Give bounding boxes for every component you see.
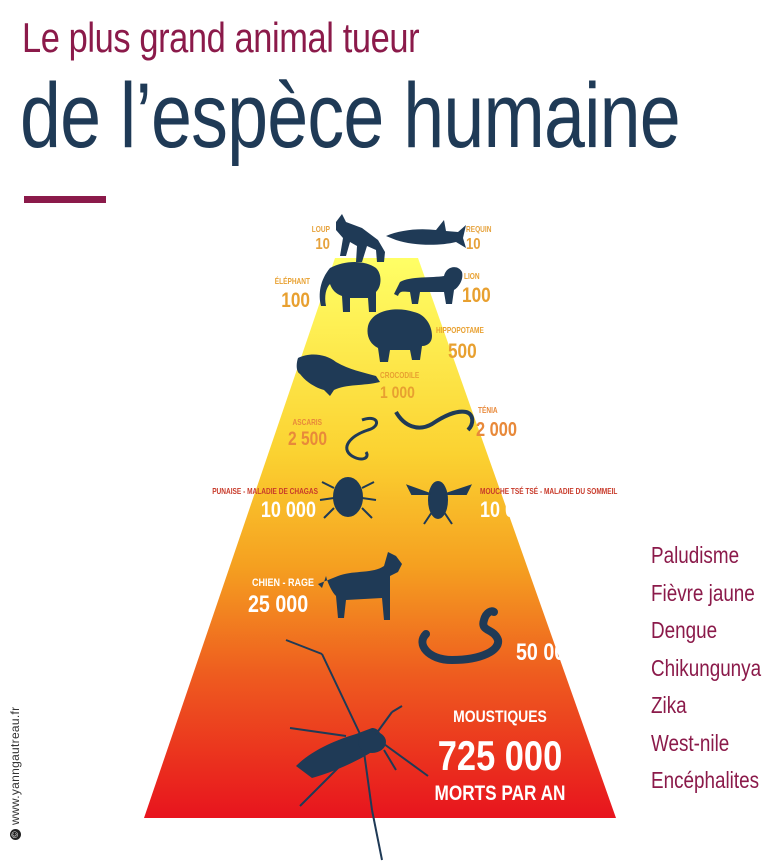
copyright-icon: ©: [10, 829, 22, 840]
credit-text: www.yanngautreau.fr: [8, 706, 22, 825]
data-label-name: ASCARIS: [293, 417, 323, 427]
mosquito-icon: [285, 639, 429, 861]
wolf-icon: [336, 214, 385, 262]
data-label-name: CROCODILE: [380, 370, 419, 380]
lion-icon: [394, 267, 463, 304]
title-line-1: Le plus grand animal tueur: [22, 14, 420, 61]
data-label-value: 100: [281, 290, 310, 313]
disease-item: Fièvre jaune: [651, 579, 755, 606]
data-label-name: LOUP: [312, 224, 330, 234]
data-label-name: LION: [464, 271, 480, 281]
fly-icon: [405, 481, 472, 525]
tapeworm-icon: [394, 409, 475, 432]
disease-item: Dengue: [651, 617, 718, 643]
disease-item: Encéphalites: [651, 767, 759, 793]
title-underline: [24, 196, 106, 203]
data-label-name: SERPENT: [560, 625, 603, 637]
data-label-value: 100: [462, 285, 491, 308]
data-label-name: MOUCHE TSÉ TSÉ - MALADIE DU SOMMEIL: [480, 486, 618, 496]
title-line-2: de l’espèce humaine: [20, 65, 681, 167]
data-label-value: 25 000: [248, 590, 308, 617]
disease-item: Paludisme: [651, 542, 740, 568]
disease-item: Zika: [651, 692, 687, 718]
data-label-value: 10 000: [261, 498, 316, 522]
worm-icon: [345, 416, 378, 461]
credit: © www.yanngautreau.fr: [8, 707, 22, 840]
data-label-value: 1 000: [380, 384, 415, 403]
elephant-icon: [319, 262, 381, 312]
data-label-name: MOUSTIQUES: [453, 708, 547, 727]
data-label-name: PUNAISE - MALADIE DE CHAGAS: [212, 486, 318, 496]
data-label-value: 50 000: [516, 638, 576, 665]
hippo-icon: [367, 309, 432, 362]
data-label-name: ÉLÉPHANT: [275, 276, 311, 286]
data-label-value: 10: [315, 236, 330, 253]
data-label-unit: MORTS PAR AN: [435, 783, 566, 806]
disease-list: Paludisme Fièvre jaune Dengue Chikungunya Zi…: [651, 537, 779, 800]
data-label-name: REQUIN: [466, 224, 491, 234]
bug-icon: [319, 477, 377, 519]
data-label-value: 10: [466, 236, 481, 253]
data-label-value: 2 500: [288, 428, 327, 450]
disease-item: West-nile: [651, 729, 730, 756]
data-label-value: 2 000: [476, 417, 517, 440]
data-label-value: 500: [448, 341, 477, 364]
data-label-value: 725 000: [438, 733, 562, 780]
pyramid-shape: [144, 258, 616, 818]
crocodile-icon: [296, 354, 380, 396]
shark-icon: [386, 220, 466, 248]
data-label-name: CHIEN - RAGE: [252, 577, 314, 589]
snake-icon: [418, 607, 503, 665]
disease-item: Chikungunya: [651, 654, 762, 681]
dog-icon: [318, 552, 402, 620]
data-label-name: HIPPOPOTAME: [436, 325, 484, 335]
data-label-value: 10 000: [480, 498, 535, 522]
data-label-name: TÉNIA: [478, 405, 498, 415]
